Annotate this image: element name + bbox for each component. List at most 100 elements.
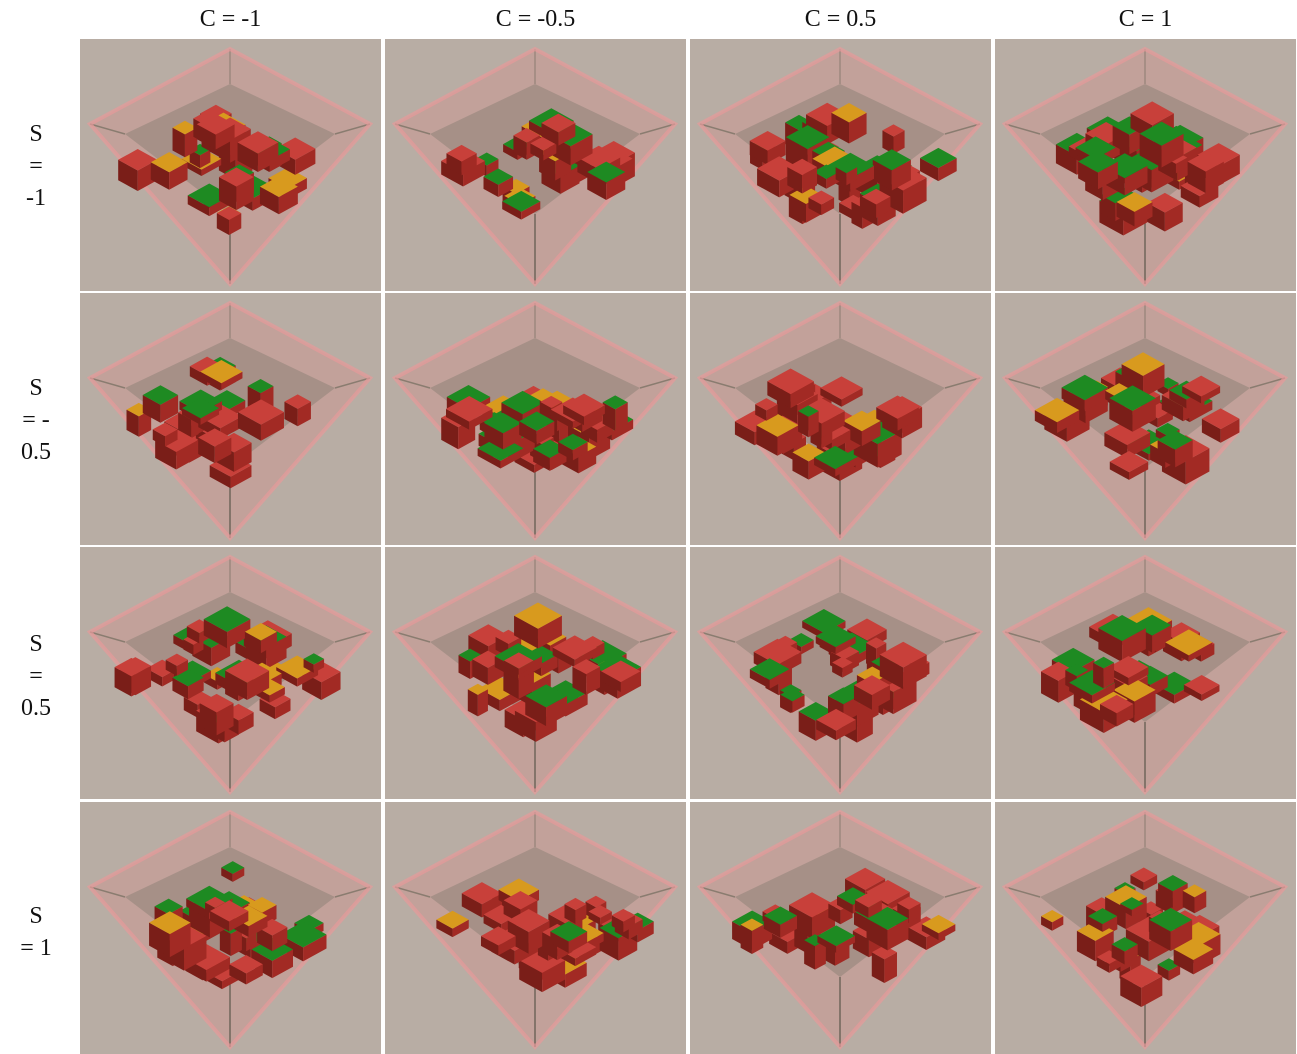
level-render-image [80,802,381,1054]
level-render-image [995,547,1296,799]
level-block [1069,670,1115,704]
level-block [461,882,503,918]
level-block [808,190,835,216]
level-block [876,395,919,431]
level-render-image [995,802,1296,1054]
level-block [1104,419,1151,459]
level-ramp [259,176,298,215]
column-label-c-1: C = 1 [1118,6,1173,32]
level-ramp [436,910,469,938]
level-block [480,926,516,956]
level-ramp [756,413,799,456]
level-ramp [1034,397,1080,433]
level-ramp [843,410,881,447]
level-block [199,693,234,736]
level-block [142,385,179,423]
level-block [861,188,891,218]
row-label-line: = [29,663,43,689]
level-block [114,657,149,697]
level-block [1120,964,1163,1008]
row-label-s-05: S = 0.5 [0,628,72,724]
level-block [1109,451,1149,480]
level-block [787,158,818,194]
level-block [284,394,311,427]
row-label-s-neg1: S = -1 [0,118,72,214]
level-block [1130,867,1158,891]
level-block [446,144,477,176]
level-ramp [172,120,198,158]
level-block [196,113,235,150]
level-block [216,206,242,235]
level-block [920,147,957,182]
level-block [832,656,853,678]
level-render-image [385,39,686,291]
level-block [558,433,588,461]
level-block [1157,958,1181,981]
level-block [611,908,635,933]
level-block [882,124,905,154]
level-block [541,113,576,146]
level-render-image [690,293,991,545]
level-block [504,652,534,675]
level-block [871,945,897,984]
row-label-line: -1 [26,185,46,211]
level-block [172,669,204,700]
level-block [872,149,911,191]
level-block [815,625,856,655]
level-ramp [200,360,243,390]
level-render-image [385,802,686,1054]
row-label-s-neg05: S = - 0.5 [0,372,72,468]
level-block [483,168,514,197]
level-block [1098,615,1146,663]
level-block [602,395,628,431]
level-render-image [995,293,1296,545]
level-render-image [690,39,991,291]
level-block [1139,121,1184,168]
level-block [1087,908,1118,932]
level-block [484,412,522,450]
level-block [1093,656,1115,689]
level-render-image [80,39,381,291]
level-block [835,161,858,186]
row-label-line: 0.5 [21,695,51,721]
level-block [798,405,819,438]
column-label-c-neg05: C = -0.5 [495,6,576,32]
level-ramp [1041,910,1064,931]
level-block [1061,374,1109,412]
level-block [1078,150,1118,190]
level-render-image [80,547,381,799]
level-block [1201,408,1240,443]
level-ramp [831,103,867,144]
level-block [445,396,493,430]
level-ramp [514,602,562,649]
level-block [525,684,568,727]
level-block [564,897,587,924]
arena-floor [125,592,335,722]
row-label-s-1: S = 1 [0,900,72,964]
row-label-line: = 1 [20,935,52,961]
level-block [182,397,220,425]
level-block [1120,897,1144,917]
level-block [507,909,550,954]
level-block [1109,385,1156,432]
level-render-image [690,802,991,1054]
level-block [218,167,254,211]
level-block [303,653,325,673]
level-block [780,687,805,713]
row-label-line: S [29,903,43,929]
level-block [1157,430,1193,468]
level-block [502,190,541,220]
level-block [203,606,251,649]
level-block [749,658,790,689]
level-render-image [995,39,1296,291]
level-render-image [80,293,381,545]
level-block [572,659,601,695]
level-block [587,161,626,200]
level-block [237,399,284,441]
level-block [563,393,605,426]
level-block [229,955,263,985]
level-ramp [1165,629,1213,662]
level-block [1182,375,1221,404]
level-block [210,900,249,932]
level-block [601,660,641,693]
